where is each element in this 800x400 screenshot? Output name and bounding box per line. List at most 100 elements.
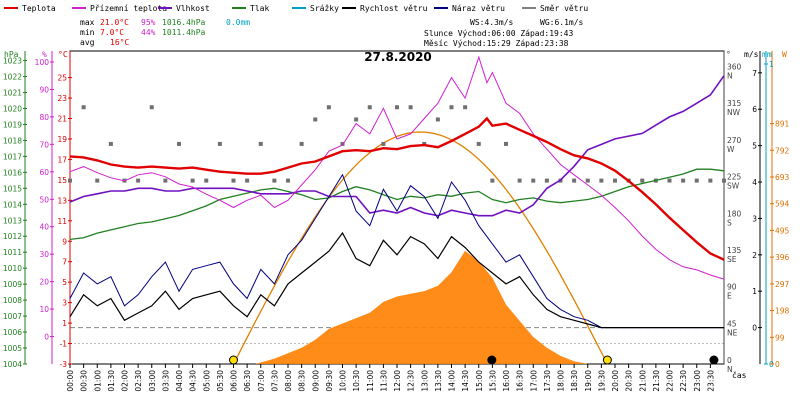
chart-title: 27.8.2020: [364, 50, 432, 64]
sun-event-marker: [602, 355, 612, 365]
deg-dir-label: W: [727, 145, 735, 154]
x-tick-label: 13:30: [434, 370, 443, 392]
x-tick-label: 11:30: [379, 370, 388, 392]
x-tick-label: 19:00: [584, 370, 593, 392]
wind-direction-point: [108, 141, 113, 146]
plot-area: [68, 55, 726, 365]
degc-tick-label: 17: [57, 155, 67, 164]
wind-direction-point: [231, 178, 236, 183]
x-tick-label: 15:30: [488, 370, 497, 392]
hpa-tick-label: 1023: [3, 57, 22, 66]
wind-direction-point: [217, 141, 222, 146]
pct-tick-label: 60: [39, 168, 49, 177]
degc-tick-label: 3: [62, 299, 67, 308]
stat-avg-temp: 16°C: [110, 38, 129, 47]
pct-tick-label: 90: [39, 85, 49, 94]
wind-direction-point: [435, 117, 440, 122]
hpa-tick-label: 1015: [3, 184, 22, 193]
x-tick-label: 05:30: [216, 370, 225, 392]
hpa-tick-label: 1006: [3, 328, 22, 337]
deg-dir-label: N: [727, 365, 733, 374]
ms-tick-label: 3: [752, 214, 757, 223]
wind-direction-point: [340, 141, 345, 146]
wind-direction-point: [613, 178, 617, 183]
degc-tick-label: -3: [60, 360, 68, 369]
wind-direction-point: [367, 105, 372, 110]
pct-tick-label: 80: [39, 113, 49, 122]
x-tick-label: 14:30: [461, 370, 470, 392]
wm2-tick-label: 0: [775, 360, 780, 369]
wind-direction-point: [149, 105, 154, 110]
wind-direction-point: [326, 105, 331, 110]
moon-event-marker: [487, 355, 497, 365]
x-tick-label: 19:30: [597, 370, 606, 392]
degc-tick-label: 7: [62, 258, 67, 267]
wind-direction-point: [476, 141, 481, 146]
x-tick-label: 03:00: [148, 370, 157, 392]
deg-dir-label: N: [727, 72, 733, 81]
wind-direction-point: [708, 178, 713, 183]
deg-tick-label: 225: [727, 173, 742, 182]
wind-direction-point: [381, 141, 386, 146]
wm2-tick-label: 891: [775, 120, 790, 129]
x-tick-label: 08:30: [298, 370, 307, 392]
deg-tick-label: 90: [727, 283, 737, 292]
degc-tick-label: -1: [60, 340, 68, 349]
wind-direction-point: [490, 178, 495, 183]
wind-direction-point: [504, 141, 508, 146]
x-tick-label: 21:30: [652, 370, 661, 392]
sun-theoretical-curve: [232, 131, 605, 365]
pct-tick-label: 100: [35, 58, 50, 67]
wind-speed-line: [69, 231, 724, 329]
degc-tick-label: 21: [57, 115, 67, 124]
pct-tick-label: 50: [39, 195, 49, 204]
x-tick-label: 00:30: [80, 370, 89, 392]
stat-min-label: min: [80, 28, 95, 37]
legend-label: Náraz větru: [452, 4, 505, 13]
x-tick-label: 22:00: [666, 370, 675, 392]
degc-tick-label: 1: [62, 319, 67, 328]
deg-dir-label: NE: [727, 328, 738, 337]
stat-max-press: 1016.4hPa: [162, 18, 206, 27]
pct-tick-label: 0: [44, 333, 49, 342]
deg-tick-label: 45: [727, 319, 737, 328]
legend-label: Přízemní teplota: [90, 4, 167, 13]
hpa-tick-label: 1013: [3, 216, 22, 225]
legend-label: Směr větru: [540, 4, 588, 13]
degc-tick-label: 5: [62, 278, 67, 287]
x-tick-label: 16:00: [502, 370, 511, 392]
degc-tick-label: 11: [57, 217, 67, 226]
pressure-line: [69, 168, 725, 241]
wind-direction-point: [585, 178, 590, 183]
stat-max-hum: 95%: [141, 18, 156, 27]
x-tick-label: 18:00: [557, 370, 566, 392]
wm2-tick-label: 693: [775, 173, 790, 182]
x-tick-label: 22:30: [679, 370, 688, 392]
wind-direction-point: [177, 141, 181, 146]
mm-tick-label: 1: [769, 60, 774, 69]
stat-max-rain: 0.0mm: [226, 18, 250, 27]
deg-dir-label: E: [727, 292, 732, 301]
wm2-tick-label: 396: [775, 253, 790, 262]
moon-event-marker: [709, 355, 719, 365]
wind-direction-point: [95, 178, 100, 183]
wind-direction-point: [245, 178, 250, 183]
x-tick-label: 06:00: [230, 370, 239, 392]
x-tick-label: 09:30: [325, 370, 334, 392]
hpa-tick-label: 1014: [3, 200, 22, 209]
x-tick-label: 02:30: [134, 370, 143, 392]
wind-direction-point: [544, 178, 549, 183]
x-tick-label: 18:30: [570, 370, 579, 392]
x-tick-label: 01:00: [93, 370, 102, 392]
degc-tick-label: 9: [62, 237, 67, 246]
legend: Teplota Přízemní teplota Vlhkost Tlak Srážky…: [4, 4, 588, 13]
deg-dir-label: SE: [727, 255, 737, 264]
hpa-tick-label: 1020: [3, 104, 22, 113]
unit-degc: °C: [58, 50, 68, 59]
x-tick-label: 02:00: [121, 370, 130, 392]
pct-tick-label: 20: [39, 278, 49, 287]
hpa-tick-label: 1005: [3, 344, 22, 353]
stat-max-label: max: [80, 18, 95, 27]
wind-direction-point: [517, 178, 522, 183]
